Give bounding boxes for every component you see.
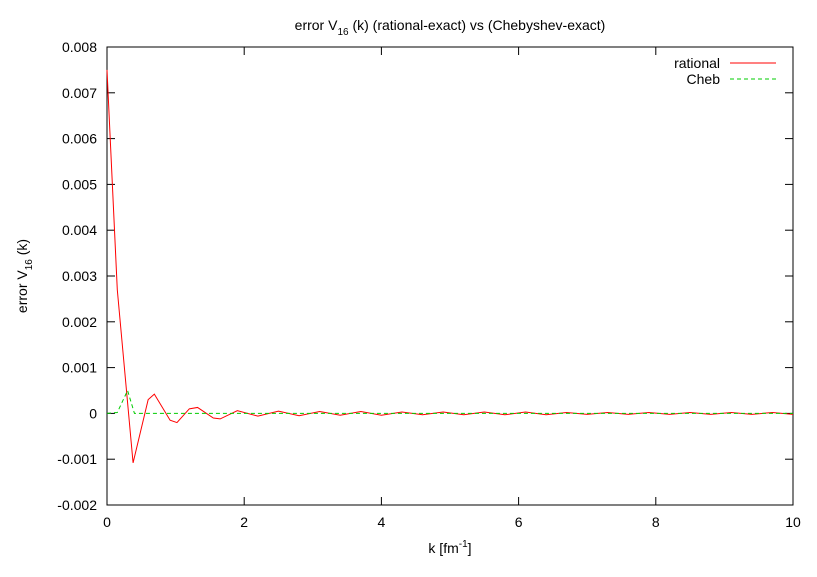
series-line: [106, 389, 793, 414]
xlabel-part: ]: [468, 540, 472, 556]
ylabel-part: (k): [14, 239, 30, 259]
legend-label: Cheb: [687, 71, 721, 87]
series-line: [106, 69, 794, 463]
ylabel-part: 16: [24, 259, 35, 271]
legend-label: rational: [674, 55, 720, 71]
y-tick-label: 0.004: [62, 222, 97, 238]
y-tick-label: 0.002: [62, 314, 97, 330]
title-part: (k) (rational-exact) vs (Chebyshev-exact…: [349, 17, 606, 33]
y-tick-label: 0.008: [62, 39, 97, 55]
x-tick-label: 6: [515, 514, 523, 530]
plot-frame: [106, 46, 794, 506]
x-tick-label: 4: [378, 514, 386, 530]
y-tick-label: 0.006: [62, 131, 97, 147]
ylabel-part: error V: [14, 270, 30, 313]
xlabel-part: k [fm: [428, 540, 458, 556]
y-tick-label: -0.001: [57, 451, 97, 467]
ylabel-text: error V16 (k): [14, 239, 35, 313]
y-tick-label: -0.002: [57, 497, 97, 513]
y-tick-label: 0.003: [62, 268, 97, 284]
y-tick-label: 0.001: [62, 360, 97, 376]
x-tick-label: 8: [652, 514, 660, 530]
y-tick-label: 0: [89, 405, 97, 421]
y-tick-label: 0.005: [62, 176, 97, 192]
x-tick-label: 0: [103, 514, 111, 530]
y-tick-label: 0.007: [62, 85, 97, 101]
title-part: 16: [337, 27, 349, 38]
xlabel-text: k [fm-1]: [428, 539, 471, 556]
title-part: error V: [295, 17, 338, 33]
x-tick-label: 10: [785, 514, 801, 530]
xlabel-part: -1: [459, 539, 468, 550]
title-text: error V16 (k) (rational-exact) vs (Cheby…: [295, 17, 606, 38]
x-tick-label: 2: [240, 514, 248, 530]
